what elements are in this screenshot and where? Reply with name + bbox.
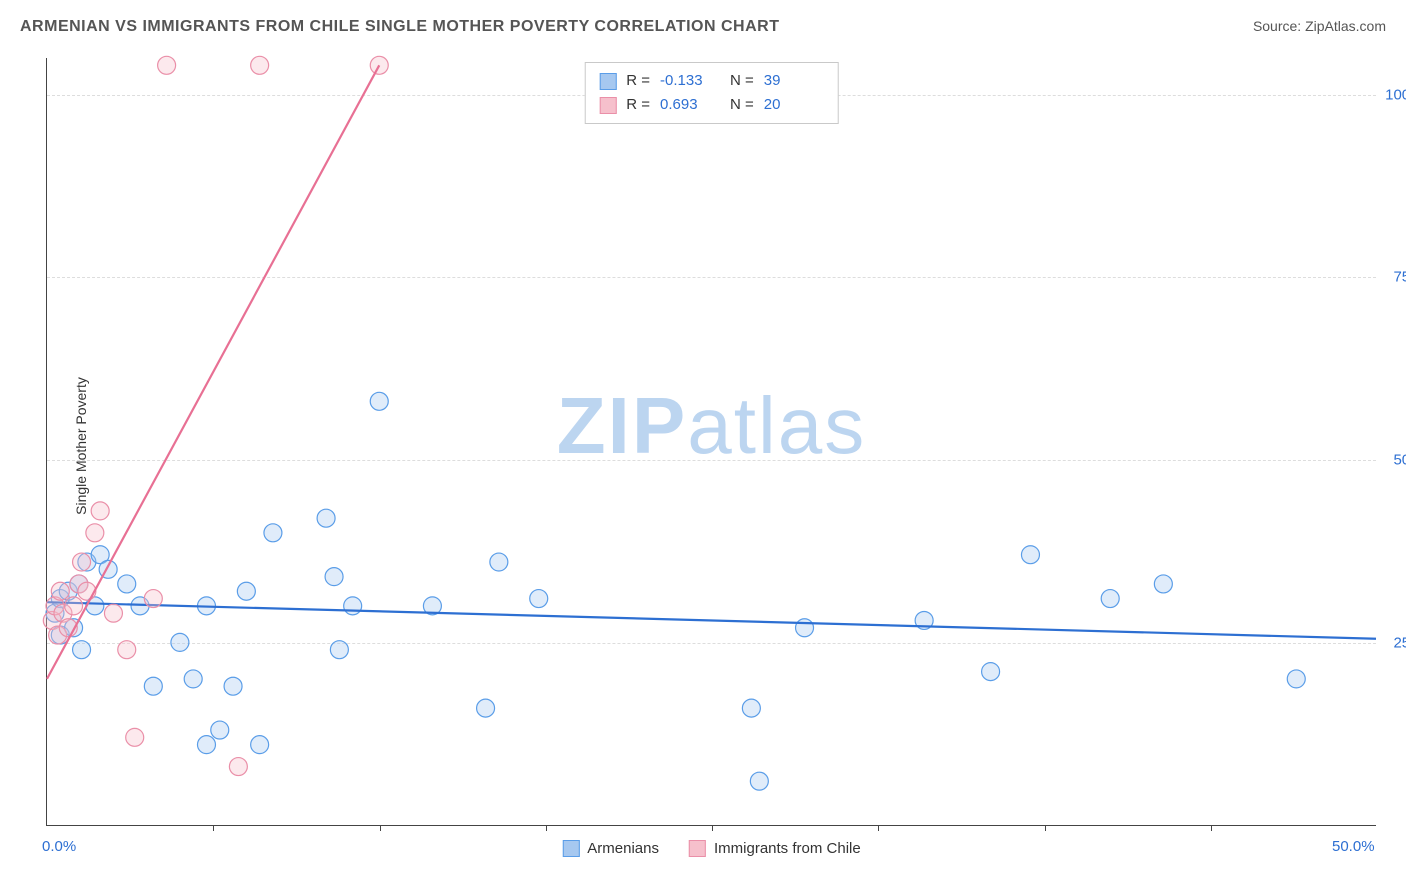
data-point-chile	[51, 582, 69, 600]
data-point-chile	[251, 56, 269, 74]
data-point-armenians	[197, 736, 215, 754]
x-tick	[213, 825, 214, 831]
n-label: N =	[730, 69, 754, 93]
x-tick	[712, 825, 713, 831]
data-point-armenians	[1154, 575, 1172, 593]
data-point-chile	[104, 604, 122, 622]
r-label: R =	[626, 69, 650, 93]
data-point-armenians	[477, 699, 495, 717]
data-point-armenians	[317, 509, 335, 527]
y-axis-tick-label: 25.0%	[1393, 635, 1406, 652]
trend-line-chile	[47, 65, 379, 679]
data-point-chile	[144, 590, 162, 608]
y-axis-tick-label: 50.0%	[1393, 452, 1406, 469]
chart-source: Source: ZipAtlas.com	[1253, 18, 1386, 34]
data-point-armenians	[184, 670, 202, 688]
legend-swatch-icon	[562, 840, 579, 857]
x-tick	[380, 825, 381, 831]
plot-svg	[47, 58, 1376, 825]
n-value: 20	[764, 93, 824, 117]
legend-item-chile: Immigrants from Chile	[689, 840, 861, 857]
data-point-chile	[229, 758, 247, 776]
data-point-armenians	[144, 677, 162, 695]
x-tick	[1045, 825, 1046, 831]
data-point-armenians	[171, 633, 189, 651]
data-point-armenians	[750, 772, 768, 790]
x-tick	[878, 825, 879, 831]
data-point-chile	[78, 582, 96, 600]
n-label: N =	[730, 93, 754, 117]
data-point-chile	[158, 56, 176, 74]
chart-title: ARMENIAN VS IMMIGRANTS FROM CHILE SINGLE…	[20, 18, 779, 36]
data-point-armenians	[1101, 590, 1119, 608]
data-point-armenians	[224, 677, 242, 695]
legend-stats-row-armenians: R = -0.133 N = 39	[599, 69, 824, 93]
data-point-armenians	[982, 663, 1000, 681]
data-point-armenians	[1021, 546, 1039, 564]
legend-stats-row-chile: R = 0.693 N = 20	[599, 93, 824, 117]
data-point-armenians	[796, 619, 814, 637]
data-point-armenians	[211, 721, 229, 739]
data-point-armenians	[370, 392, 388, 410]
legend-swatch-icon	[689, 840, 706, 857]
data-point-armenians	[251, 736, 269, 754]
plot-area: ZIPatlas 25.0%50.0%75.0%100.0% 0.0%50.0%…	[46, 58, 1376, 826]
r-value: 0.693	[660, 93, 720, 117]
y-axis-tick-label: 75.0%	[1393, 269, 1406, 286]
data-point-armenians	[73, 641, 91, 659]
data-point-chile	[126, 728, 144, 746]
data-point-chile	[91, 502, 109, 520]
data-point-armenians	[264, 524, 282, 542]
data-point-chile	[73, 553, 91, 571]
legend-item-label: Immigrants from Chile	[714, 840, 861, 857]
data-point-armenians	[325, 568, 343, 586]
x-axis-tick-label: 50.0%	[1332, 838, 1375, 855]
data-point-armenians	[118, 575, 136, 593]
data-point-chile	[86, 524, 104, 542]
data-point-armenians	[330, 641, 348, 659]
y-axis-tick-label: 100.0%	[1385, 86, 1406, 103]
data-point-armenians	[344, 597, 362, 615]
bottom-legend: Armenians Immigrants from Chile	[562, 840, 860, 857]
r-label: R =	[626, 93, 650, 117]
legend-swatch-icon	[599, 97, 616, 114]
data-point-armenians	[742, 699, 760, 717]
legend-item-armenians: Armenians	[562, 840, 659, 857]
x-axis-tick-label: 0.0%	[42, 838, 76, 855]
legend-swatch-icon	[599, 73, 616, 90]
n-value: 39	[764, 69, 824, 93]
data-point-armenians	[1287, 670, 1305, 688]
legend-stats: R = -0.133 N = 39 R = 0.693 N = 20	[584, 62, 839, 124]
legend-item-label: Armenians	[587, 840, 659, 857]
data-point-armenians	[530, 590, 548, 608]
data-point-chile	[65, 597, 83, 615]
x-tick	[1211, 825, 1212, 831]
trend-line-armenians	[47, 602, 1376, 639]
x-tick	[546, 825, 547, 831]
data-point-armenians	[237, 582, 255, 600]
data-point-chile	[118, 641, 136, 659]
chart-container: ARMENIAN VS IMMIGRANTS FROM CHILE SINGLE…	[0, 0, 1406, 892]
data-point-armenians	[490, 553, 508, 571]
r-value: -0.133	[660, 69, 720, 93]
